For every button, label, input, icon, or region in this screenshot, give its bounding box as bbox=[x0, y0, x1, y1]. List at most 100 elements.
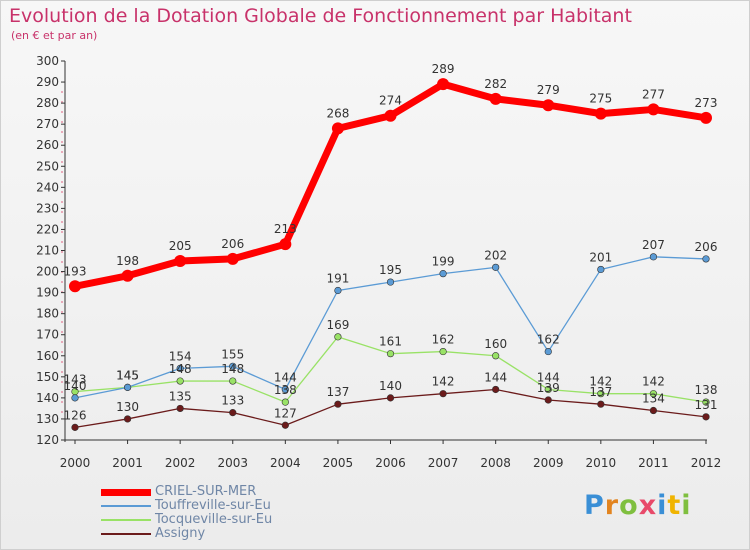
data-point-assigny bbox=[649, 406, 658, 415]
data-label-criel-sur-mer: 206 bbox=[221, 237, 244, 251]
data-label-criel-sur-mer: 205 bbox=[169, 239, 192, 253]
data-point-tocqueville-sur-eu bbox=[492, 352, 500, 360]
y-tick-label: 140 bbox=[36, 391, 59, 405]
y-tick-label: 230 bbox=[36, 201, 59, 215]
y-tick-label: 290 bbox=[36, 75, 59, 89]
y-tick-label: 190 bbox=[36, 286, 59, 300]
legend-swatch bbox=[101, 519, 151, 521]
y-tick-label: 280 bbox=[36, 96, 59, 110]
data-label-tocqueville-sur-eu: 169 bbox=[326, 318, 349, 332]
data-label-touffreville-sur-eu: 206 bbox=[695, 240, 718, 254]
data-point-touffreville-sur-eu bbox=[334, 286, 342, 295]
x-tick-label: 2010 bbox=[586, 456, 617, 470]
data-label-criel-sur-mer: 198 bbox=[116, 254, 139, 268]
data-label-assigny: 137 bbox=[326, 385, 349, 399]
data-point-criel-sur-mer bbox=[384, 109, 397, 122]
data-label-assigny: 133 bbox=[221, 394, 244, 408]
data-point-criel-sur-mer bbox=[594, 107, 607, 120]
data-label-assigny: 139 bbox=[537, 381, 560, 395]
data-point-criel-sur-mer bbox=[647, 103, 660, 116]
data-point-criel-sur-mer bbox=[226, 252, 239, 265]
data-label-criel-sur-mer: 273 bbox=[695, 96, 718, 110]
data-label-criel-sur-mer: 193 bbox=[64, 264, 87, 278]
y-tick-label: 170 bbox=[36, 328, 59, 342]
data-label-criel-sur-mer: 282 bbox=[484, 77, 507, 91]
data-point-criel-sur-mer bbox=[121, 269, 134, 282]
data-point-tocqueville-sur-eu bbox=[649, 390, 658, 398]
legend-label: Assigny bbox=[155, 526, 206, 541]
y-tick-label: 160 bbox=[36, 349, 59, 363]
data-label-touffreville-sur-eu: 154 bbox=[169, 349, 192, 363]
data-point-assigny bbox=[492, 385, 500, 394]
data-label-criel-sur-mer: 274 bbox=[379, 94, 402, 108]
data-label-assigny: 137 bbox=[589, 385, 612, 399]
data-label-criel-sur-mer: 289 bbox=[432, 62, 455, 76]
legend-item-criel-sur-mer: CRIEL-SUR-MER bbox=[101, 485, 272, 499]
data-label-touffreville-sur-eu: 207 bbox=[642, 238, 665, 252]
data-label-assigny: 142 bbox=[432, 375, 455, 389]
data-label-tocqueville-sur-eu: 145 bbox=[116, 368, 139, 382]
data-point-touffreville-sur-eu bbox=[176, 364, 184, 373]
data-point-touffreville-sur-eu bbox=[492, 263, 500, 271]
data-label-criel-sur-mer: 277 bbox=[642, 87, 665, 101]
data-point-assigny bbox=[544, 396, 552, 404]
data-label-touffreville-sur-eu: 155 bbox=[221, 347, 244, 361]
data-label-assigny: 126 bbox=[64, 408, 87, 422]
x-tick-label: 2000 bbox=[60, 456, 91, 470]
data-point-criel-sur-mer bbox=[279, 238, 292, 251]
data-point-touffreville-sur-eu bbox=[71, 394, 79, 402]
data-point-assigny bbox=[176, 404, 184, 413]
x-tick-label: 2012 bbox=[691, 456, 722, 470]
data-label-assigny: 144 bbox=[484, 370, 507, 384]
x-tick-label: 2006 bbox=[375, 456, 406, 470]
data-label-assigny: 140 bbox=[379, 379, 402, 393]
y-tick-label: 220 bbox=[36, 222, 59, 236]
data-point-touffreville-sur-eu bbox=[702, 255, 710, 263]
data-point-tocqueville-sur-eu bbox=[281, 398, 289, 406]
data-point-assigny bbox=[123, 415, 132, 423]
chart-subtitle: (en € et par an) bbox=[11, 29, 98, 42]
legend-item-tocqueville-sur-eu: Tocqueville-sur-Eu bbox=[101, 513, 272, 527]
legend-item-touffreville-sur-eu: Touffreville-sur-Eu bbox=[101, 499, 272, 513]
y-tick-label: 200 bbox=[36, 265, 59, 279]
data-label-criel-sur-mer: 268 bbox=[326, 106, 349, 120]
data-label-tocqueville-sur-eu: 162 bbox=[432, 333, 455, 347]
legend-swatch bbox=[101, 505, 151, 507]
data-label-touffreville-sur-eu: 195 bbox=[379, 263, 402, 277]
y-tick-label: 130 bbox=[36, 412, 59, 426]
y-tick-label: 150 bbox=[36, 370, 59, 384]
data-point-tocqueville-sur-eu bbox=[176, 377, 184, 385]
legend-label: Touffreville-sur-Eu bbox=[155, 498, 271, 513]
data-point-touffreville-sur-eu bbox=[386, 278, 395, 286]
data-label-assigny: 127 bbox=[274, 406, 297, 420]
data-point-criel-sur-mer bbox=[174, 255, 187, 268]
data-point-tocqueville-sur-eu bbox=[334, 333, 342, 341]
y-tick-label: 300 bbox=[36, 54, 59, 68]
y-tick-label: 180 bbox=[36, 307, 59, 321]
data-point-assigny bbox=[597, 400, 605, 408]
data-point-tocqueville-sur-eu bbox=[544, 385, 552, 394]
data-label-assigny: 130 bbox=[116, 400, 139, 414]
data-point-touffreville-sur-eu bbox=[544, 347, 552, 356]
data-point-assigny bbox=[229, 409, 237, 417]
legend: CRIEL-SUR-MER Touffreville-sur-Eu Tocquevi… bbox=[101, 485, 272, 541]
y-tick-label: 250 bbox=[36, 159, 59, 173]
data-point-assigny bbox=[334, 400, 342, 408]
data-point-tocqueville-sur-eu bbox=[386, 350, 395, 358]
legend-swatch bbox=[101, 488, 151, 496]
data-point-touffreville-sur-eu bbox=[439, 270, 447, 278]
chart-title: Evolution de la Dotation Globale de Fonc… bbox=[9, 5, 632, 27]
data-point-assigny bbox=[71, 423, 79, 431]
data-point-criel-sur-mer bbox=[700, 111, 712, 124]
data-point-criel-sur-mer bbox=[331, 122, 344, 135]
data-label-touffreville-sur-eu: 191 bbox=[326, 272, 349, 286]
x-tick-label: 2004 bbox=[270, 456, 301, 470]
data-point-touffreville-sur-eu bbox=[649, 253, 658, 261]
y-tick-label: 210 bbox=[36, 244, 59, 258]
data-point-touffreville-sur-eu bbox=[123, 383, 132, 391]
data-label-criel-sur-mer: 279 bbox=[537, 83, 560, 97]
data-point-tocqueville-sur-eu bbox=[229, 377, 237, 385]
data-point-tocqueville-sur-eu bbox=[597, 390, 605, 398]
data-label-touffreville-sur-eu: 201 bbox=[589, 250, 612, 264]
